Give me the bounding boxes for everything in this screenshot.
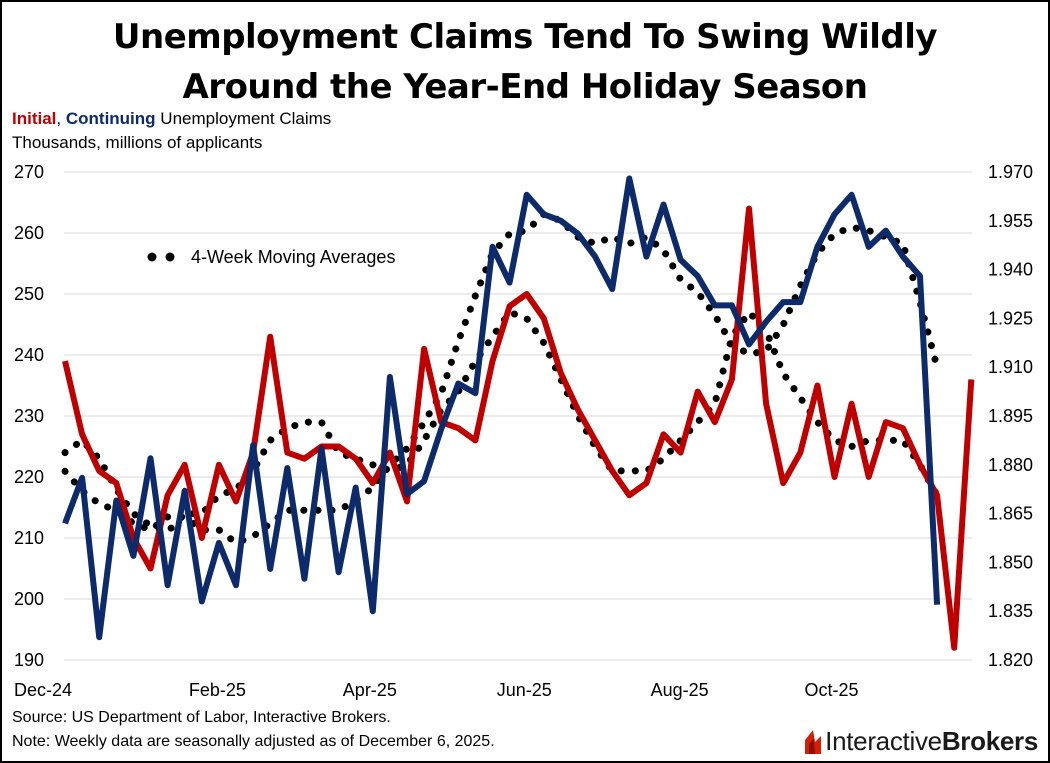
right-tick-label: 1.925 (988, 308, 1033, 328)
left-tick-label: 250 (14, 284, 44, 304)
subtitle-continuing: Continuing (65, 109, 156, 128)
left-tick-label: 230 (14, 406, 44, 426)
brokers-flame-icon (805, 730, 822, 754)
right-tick-label: 1.970 (988, 162, 1033, 182)
right-tick-label: 1.835 (988, 601, 1033, 621)
right-tick-label: 1.940 (988, 260, 1033, 280)
right-tick-label: 1.910 (988, 357, 1033, 377)
subtitle-rest: Unemployment Claims (155, 109, 332, 128)
continuing-claims-line (62, 175, 941, 641)
x-tick-label: Oct-25 (805, 680, 859, 700)
subtitle: Initial, Continuing Unemployment Claims (12, 109, 331, 129)
right-tick-label: 1.850 (988, 552, 1033, 572)
right-tick-label: 1.895 (988, 406, 1033, 426)
logo-part-2: Brokers (941, 725, 1038, 756)
left-tick-label: 210 (14, 528, 44, 548)
x-tick-label: Jun-25 (497, 680, 552, 700)
x-tick-label: Aug-25 (651, 680, 709, 700)
x-tick-label: Apr-25 (343, 680, 397, 700)
data-note: Note: Weekly data are seasonally adjuste… (12, 733, 495, 750)
initial-claims-line (62, 205, 975, 651)
source-note: Source: US Department of Labor, Interact… (12, 709, 391, 726)
chart-title: Unemployment Claims Tend To Swing Wildly… (2, 12, 1048, 112)
right-tick-label: 1.865 (988, 504, 1033, 524)
title-line-1: Unemployment Claims Tend To Swing Wildly (112, 17, 938, 57)
left-tick-label: 190 (14, 650, 44, 670)
legend-dot (147, 252, 157, 262)
logo-wordmark: InteractiveBrokers (825, 726, 1038, 757)
subtitle-sep: , (56, 109, 66, 128)
left-tick-label: 200 (14, 589, 44, 609)
subtitle-initial: Initial (12, 109, 57, 128)
subtitle-units: Thousands, millions of applicants (12, 133, 263, 152)
legend-label: 4-Week Moving Averages (191, 247, 395, 267)
x-tick-label: Feb-25 (189, 680, 246, 700)
legend-dot (165, 252, 175, 262)
left-tick-label: 240 (14, 345, 44, 365)
right-tick-label: 1.955 (988, 211, 1033, 231)
right-tick-label: 1.820 (988, 650, 1033, 670)
brand-logo: InteractiveBrokers (801, 724, 1038, 758)
x-tick-label: Dec-24 (14, 680, 72, 700)
continuing-ma-line (61, 210, 941, 547)
left-tick-label: 220 (14, 467, 44, 487)
logo-part-1: Interactive (825, 725, 942, 756)
left-tick-label: 260 (14, 223, 44, 243)
right-tick-label: 1.880 (988, 455, 1033, 475)
left-tick-label: 270 (14, 162, 44, 182)
title-line-2: Around the Year-End Holiday Season (182, 67, 868, 107)
